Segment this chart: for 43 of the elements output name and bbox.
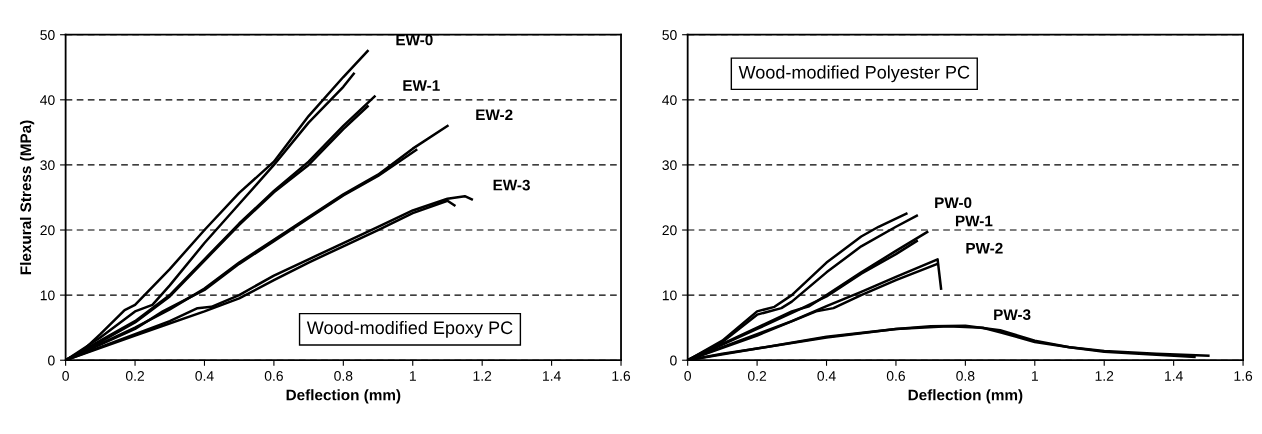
x-tick-label: 0.6 (264, 371, 283, 381)
x-tick-label: 1 (1031, 371, 1038, 381)
y-tick-label: 50 (662, 30, 677, 40)
x-tick-label: 1.2 (473, 371, 492, 381)
y-axis-title: Flexural Stress (MPa) (19, 120, 35, 275)
x-tick-label: 0.4 (195, 371, 214, 381)
y-tick-label: 0 (670, 355, 677, 366)
y-tick-label: 40 (662, 95, 677, 105)
x-tick-label: 1 (409, 371, 416, 381)
x-tick-label: 0.8 (956, 371, 975, 381)
y-tick-label: 40 (40, 95, 55, 105)
x-tick-label: 0.4 (817, 371, 836, 381)
series-label: PW-2 (966, 242, 1003, 254)
y-tick-label: 50 (40, 30, 55, 40)
x-tick-label: 1.4 (1165, 371, 1183, 381)
x-axis-title: Deflection (mm) (908, 389, 1023, 404)
y-tick-label: 20 (40, 225, 55, 236)
y-tick-label: 30 (662, 160, 677, 171)
x-tick-label: 1.6 (1234, 371, 1253, 381)
y-tick-label: 10 (662, 290, 677, 301)
series-label: EW-2 (476, 109, 513, 121)
x-tick-label: 0.2 (125, 371, 145, 381)
x-tick-label: 0 (62, 371, 69, 381)
series-label: PW-0 (935, 197, 972, 209)
annotation: Wood-modified Epoxy PC (306, 320, 513, 338)
y-tick-label: 30 (40, 160, 55, 171)
annotation: Wood-modified Polyester PC (738, 65, 970, 83)
series-label: EW-0 (396, 34, 433, 46)
x-tick-label: 1.6 (612, 371, 631, 381)
x-tick-label: 1.2 (1095, 371, 1114, 381)
y-tick-label: 10 (40, 290, 55, 301)
x-tick-label: 0.2 (747, 371, 767, 381)
x-tick-label: 0.6 (886, 371, 905, 381)
x-tick-label: 0.8 (334, 371, 353, 381)
series-label: PW-1 (955, 215, 993, 227)
x-tick-label: 0 (684, 371, 691, 381)
series-label: PW-3 (994, 309, 1031, 321)
x-axis-title: Deflection (mm) (286, 389, 401, 404)
y-tick-label: 0 (48, 355, 55, 366)
y-tick-label: 20 (662, 225, 677, 236)
x-tick-label: 1.4 (543, 371, 561, 381)
series-label: EW-1 (403, 80, 440, 91)
series-label: EW-3 (493, 179, 530, 191)
